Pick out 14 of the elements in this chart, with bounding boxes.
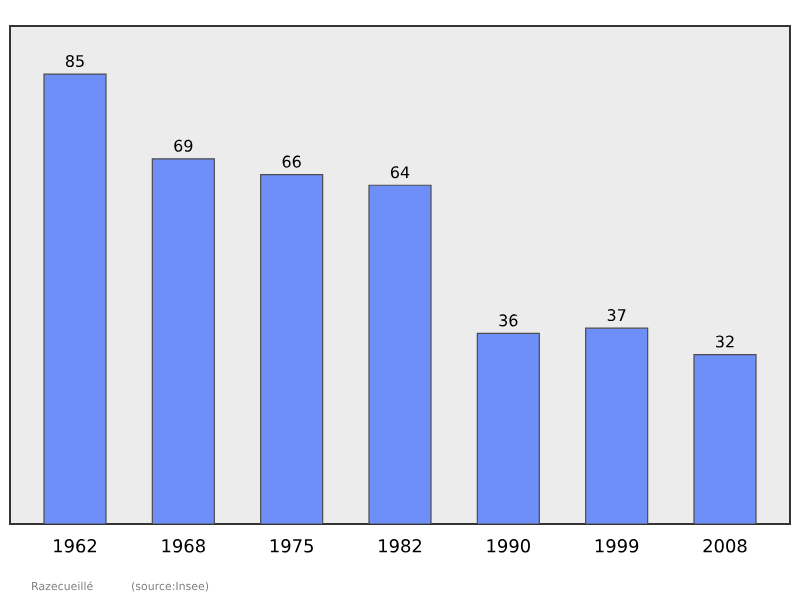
x-tick-label: 1990	[487, 539, 530, 553]
bar	[368, 184, 432, 524]
x-tick-label: 1968	[162, 539, 205, 553]
bar	[693, 354, 757, 524]
bar	[151, 158, 215, 524]
x-tick-label: 1962	[54, 539, 97, 553]
x-tick-label: 1975	[270, 539, 313, 553]
x-tick-label: 1982	[379, 539, 422, 553]
bar	[585, 327, 649, 524]
bar	[260, 174, 324, 524]
bar	[43, 73, 107, 524]
bar	[476, 332, 540, 524]
x-tick-label: 2008	[703, 539, 747, 553]
x-tick-label: 1999	[595, 539, 639, 553]
